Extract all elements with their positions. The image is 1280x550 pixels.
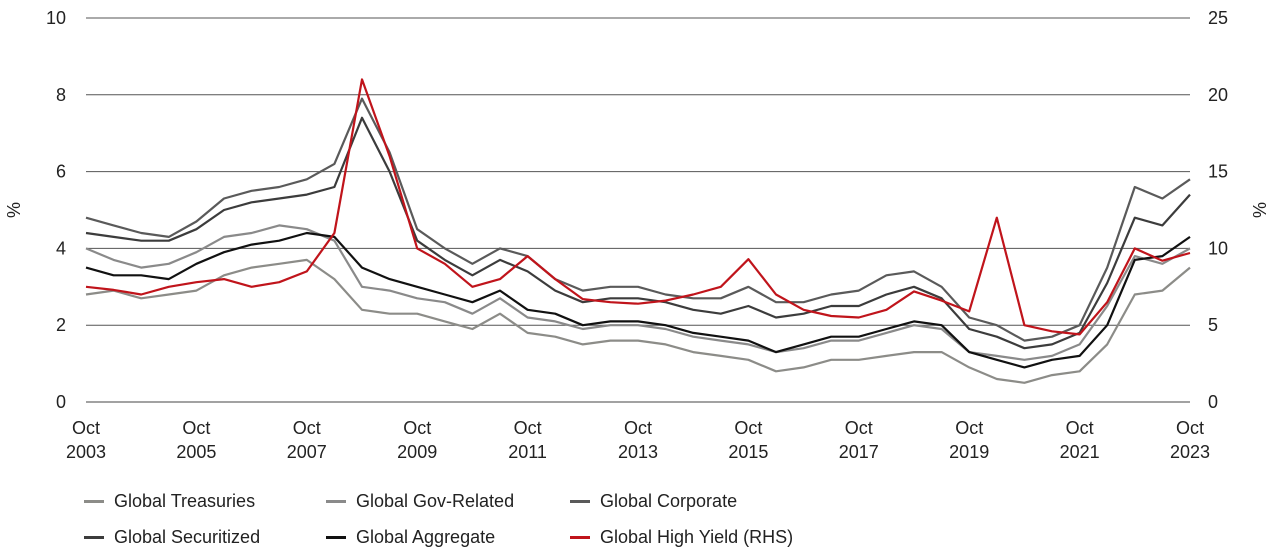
- right-y-tick-label: 15: [1208, 162, 1228, 182]
- x-tick-label-year: 2007: [287, 442, 327, 462]
- legend-swatch: [84, 535, 104, 539]
- series-line-global-securitized: [85, 116, 1191, 350]
- x-tick-label-year: 2021: [1060, 442, 1100, 462]
- x-tick-label-month: Oct: [403, 418, 431, 438]
- legend-swatch: [570, 535, 590, 539]
- y-axis-title-left: %: [4, 202, 24, 218]
- legend-swatch: [84, 499, 104, 503]
- x-tick-label-month: Oct: [955, 418, 983, 438]
- right-y-tick-label: 0: [1208, 392, 1218, 412]
- left-y-tick-label: 2: [56, 315, 66, 335]
- legend-label: Global Gov-Related: [356, 490, 515, 511]
- series-line-global-corporate: [85, 97, 1191, 342]
- x-tick-label-month: Oct: [293, 418, 321, 438]
- legend-item: Global Securitized: [84, 524, 260, 550]
- legend-label: Global Aggregate: [356, 526, 496, 547]
- legend-item: Global Treasuries: [84, 488, 255, 514]
- series-line-global-gov-related: [85, 224, 1191, 361]
- x-tick-label-month: Oct: [1176, 418, 1204, 438]
- legend-swatch: [326, 535, 346, 539]
- x-tick-label-year: 2017: [839, 442, 879, 462]
- x-tick-label-year: 2009: [397, 442, 437, 462]
- series-line-global-aggregate: [85, 231, 1191, 369]
- left-y-tick-label: 0: [56, 392, 66, 412]
- x-axis: Oct 2003 Oct 2005 Oct 2007 Oct 2009 Oct 2011 Oct 20…: [66, 418, 1210, 462]
- legend-item: Global High Yield (RHS): [570, 524, 793, 550]
- x-tick-label-year: 2015: [728, 442, 768, 462]
- right-y-tick-label: 5: [1208, 315, 1218, 335]
- x-tick-label-month: Oct: [1066, 418, 1094, 438]
- gridlines: [86, 17, 1190, 403]
- legend-swatch: [570, 499, 590, 503]
- left-y-tick-label: 4: [56, 238, 66, 258]
- legend-label: Global High Yield (RHS): [600, 526, 794, 547]
- x-tick-label-year: 2023: [1170, 442, 1210, 462]
- x-tick-label-month: Oct: [845, 418, 873, 438]
- legend-label: Global Corporate: [600, 490, 738, 511]
- legend-item: Global Aggregate: [326, 524, 495, 550]
- x-tick-label-month: Oct: [182, 418, 210, 438]
- right-y-axis: 0 5 10 15 20 25: [1208, 8, 1228, 412]
- right-y-tick-label: 20: [1208, 85, 1228, 105]
- legend-item: Global Corporate: [570, 488, 737, 514]
- right-y-tick-label: 25: [1208, 8, 1228, 28]
- x-tick-label-month: Oct: [624, 418, 652, 438]
- legend-item: Global Gov-Related: [326, 488, 514, 514]
- y-axis-title-right: %: [1250, 202, 1270, 218]
- x-tick-label-year: 2019: [949, 442, 989, 462]
- x-tick-label-month: Oct: [72, 418, 100, 438]
- left-y-axis: 0 2 4 6 8 10: [46, 8, 66, 412]
- left-y-tick-label: 6: [56, 162, 66, 182]
- left-y-tick-label: 8: [56, 85, 66, 105]
- legend-label: Global Treasuries: [114, 490, 256, 511]
- x-tick-label-month: Oct: [514, 418, 542, 438]
- x-tick-label-year: 2013: [618, 442, 658, 462]
- x-tick-label-year: 2011: [508, 442, 547, 462]
- legend-swatch: [326, 499, 346, 503]
- x-tick-label-month: Oct: [734, 418, 762, 438]
- left-y-tick-label: 10: [46, 8, 66, 28]
- x-tick-label-year: 2005: [176, 442, 216, 462]
- right-y-tick-label: 10: [1208, 238, 1228, 258]
- x-tick-label-year: 2003: [66, 442, 106, 462]
- series-line-global-high-yield-rhs: [85, 78, 1191, 336]
- series-line-global-treasuries: [85, 258, 1191, 384]
- series-lines: [85, 78, 1191, 384]
- legend-label: Global Securitized: [114, 526, 261, 547]
